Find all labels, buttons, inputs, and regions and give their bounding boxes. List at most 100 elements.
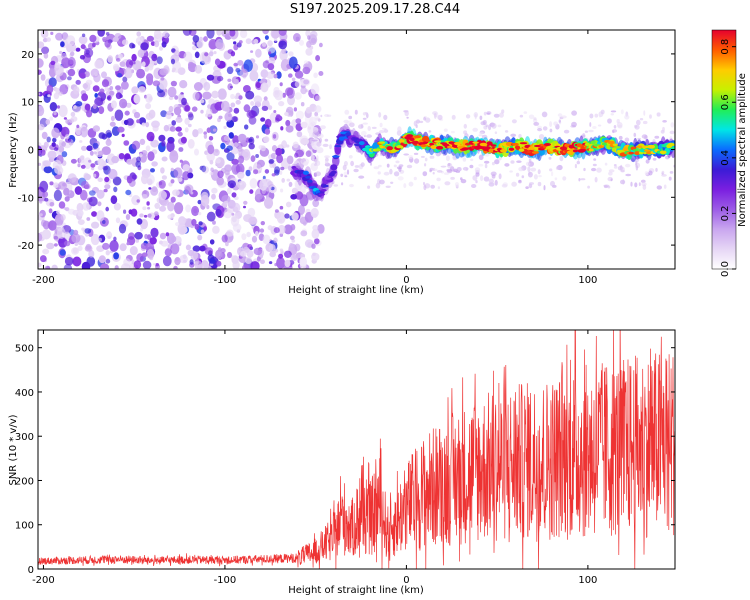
- noise-blob: [82, 83, 89, 89]
- noise-blob: [169, 125, 176, 132]
- haze-blob: [571, 110, 577, 116]
- noise-blob: [237, 133, 247, 143]
- noise-blob: [79, 140, 83, 143]
- noise-blob: [197, 211, 202, 216]
- noise-blob: [265, 71, 275, 79]
- noise-blob: [231, 163, 241, 175]
- noise-blob: [216, 176, 224, 186]
- ridge-blob: [641, 145, 649, 149]
- noise-blob: [171, 48, 176, 53]
- noise-blob: [131, 259, 135, 264]
- noise-blob: [161, 140, 166, 147]
- noise-blob: [49, 102, 58, 112]
- haze-blob: [472, 127, 479, 132]
- haze-blob: [408, 155, 414, 159]
- haze-blob: [644, 135, 648, 140]
- haze-blob: [393, 164, 397, 168]
- noise-blob: [63, 240, 71, 247]
- noise-blob: [159, 68, 169, 76]
- noise-blob: [113, 202, 121, 211]
- noise-blob: [281, 48, 287, 55]
- noise-blob: [223, 200, 229, 205]
- haze-blob: [310, 121, 316, 127]
- haze-blob: [523, 111, 528, 114]
- noise-blob: [105, 139, 112, 147]
- haze-blob: [445, 155, 450, 162]
- noise-blob: [38, 41, 45, 49]
- noise-blob: [162, 255, 172, 267]
- noise-blob: [193, 82, 203, 91]
- noise-blob: [76, 124, 80, 129]
- haze-blob: [437, 114, 443, 121]
- noise-blob: [300, 230, 308, 237]
- noise-blob: [131, 174, 138, 180]
- ridge-blob: [490, 144, 497, 147]
- ridge-blob: [430, 145, 437, 150]
- haze-blob: [648, 170, 653, 176]
- haze-blob: [484, 153, 490, 157]
- haze-blob: [661, 170, 665, 175]
- haze-blob: [538, 175, 542, 178]
- noise-blob: [50, 31, 54, 35]
- haze-blob: [591, 167, 597, 172]
- noise-blob: [309, 30, 318, 39]
- noise-blob: [158, 180, 166, 189]
- noise-blob: [123, 140, 130, 146]
- noise-blob: [144, 66, 149, 72]
- ridge-blob: [607, 140, 615, 145]
- noise-blob: [119, 61, 126, 67]
- haze-blob: [484, 160, 490, 164]
- haze-blob: [453, 168, 458, 172]
- noise-blob: [312, 199, 320, 208]
- ridge-blob: [634, 151, 641, 156]
- noise-blob: [182, 30, 192, 36]
- haze-blob: [463, 123, 467, 129]
- noise-blob: [77, 209, 84, 217]
- noise-blob: [89, 150, 94, 156]
- noise-blob: [119, 243, 127, 252]
- haze-blob: [419, 120, 424, 124]
- noise-blob: [233, 62, 238, 67]
- noise-blob: [262, 234, 271, 245]
- noise-blob: [194, 223, 200, 230]
- noise-blob: [107, 55, 114, 63]
- colorbar-frame: [711, 29, 737, 270]
- noise-blob: [207, 265, 212, 269]
- noise-blob: [94, 93, 98, 98]
- noise-blob: [39, 213, 43, 217]
- noise-blob: [54, 243, 58, 247]
- haze-blob: [620, 109, 624, 115]
- noise-blob: [63, 117, 67, 120]
- noise-blob: [68, 118, 75, 124]
- haze-blob: [527, 171, 533, 178]
- haze-blob: [311, 139, 318, 142]
- snr-frame: [37, 329, 676, 570]
- noise-blob: [231, 216, 237, 223]
- noise-blob: [243, 59, 253, 72]
- snr-x-tick-label: -100: [214, 575, 237, 586]
- ridge-blob: [302, 170, 309, 175]
- noise-blob: [47, 94, 51, 98]
- haze-blob: [440, 165, 447, 168]
- noise-blob: [218, 115, 223, 120]
- noise-blob: [223, 125, 227, 130]
- noise-blob: [184, 117, 190, 125]
- noise-blob: [275, 147, 283, 156]
- noise-blob: [84, 173, 91, 181]
- noise-blob: [264, 128, 271, 135]
- noise-blob: [314, 105, 322, 113]
- noise-blob: [175, 126, 182, 132]
- noise-blob: [38, 262, 42, 268]
- noise-blob: [56, 210, 61, 215]
- noise-blob: [92, 85, 100, 92]
- noise-blob: [56, 227, 66, 239]
- noise-blob: [211, 90, 219, 99]
- haze-blob: [574, 163, 578, 169]
- haze-blob: [625, 173, 632, 177]
- noise-blob: [117, 126, 125, 133]
- noise-blob: [61, 52, 67, 59]
- noise-blob: [88, 196, 98, 207]
- noise-blob: [170, 58, 176, 65]
- haze-blob: [378, 164, 382, 168]
- ridge-blob: [374, 148, 381, 152]
